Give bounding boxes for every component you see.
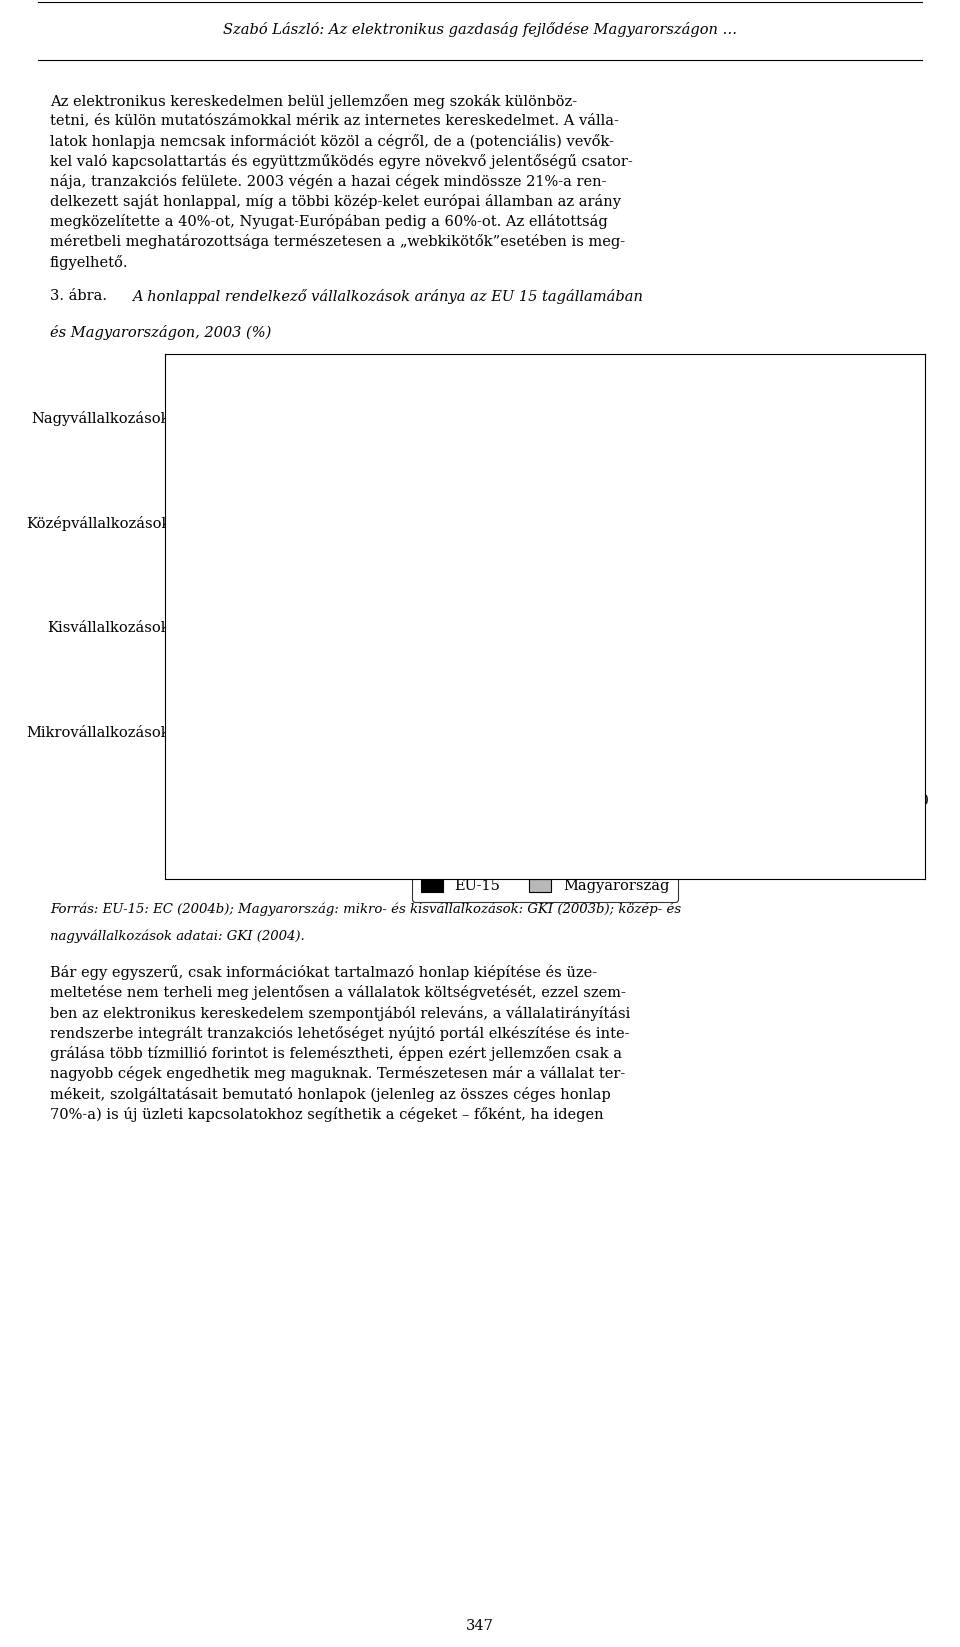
Bar bbox=[175, 733, 308, 769]
Text: ben az elektronikus kereskedelem szempontjából releváns, a vállalatirányítási: ben az elektronikus kereskedelem szempon… bbox=[50, 1006, 631, 1021]
Bar bbox=[175, 418, 759, 455]
Text: nagyvállalkozások adatai: GKI (2004).: nagyvállalkozások adatai: GKI (2004). bbox=[50, 929, 304, 942]
Text: meltetése nem terheli meg jelentősen a vállalatok költségvetését, ezzel szem-: meltetése nem terheli meg jelentősen a v… bbox=[50, 985, 626, 1000]
Bar bbox=[175, 588, 656, 624]
Text: rendszerbe integrált tranzakciós lehetőséget nyújtó portál elkészítése és inte-: rendszerbe integrált tranzakciós lehetős… bbox=[50, 1026, 630, 1041]
Text: figyelhető.: figyelhető. bbox=[50, 255, 129, 270]
Text: nája, tranzakciós felülete. 2003 végén a hazai cégek mindössze 21%-a ren-: nája, tranzakciós felülete. 2003 végén a… bbox=[50, 175, 607, 189]
Bar bbox=[175, 379, 863, 415]
Text: nagyobb cégek engedhetik meg maguknak. Természetesen már a vállalat ter-: nagyobb cégek engedhetik meg maguknak. T… bbox=[50, 1067, 625, 1082]
Text: Az elektronikus kereskedelmen belül jellemzően meg szokák különböz-: Az elektronikus kereskedelmen belül jell… bbox=[50, 94, 577, 109]
Text: kel való kapcsolattartás és együttzműködés egyre növekvő jelentőségű csator-: kel való kapcsolattartás és együttzműköd… bbox=[50, 153, 633, 170]
Text: 3. ábra.: 3. ábra. bbox=[50, 288, 107, 303]
Legend: EU-15, Magyarország: EU-15, Magyarország bbox=[412, 870, 678, 903]
Text: Bár egy egyszerű, csak információkat tartalmazó honlap kiépítése és üze-: Bár egy egyszerű, csak információkat tar… bbox=[50, 965, 597, 980]
Text: grálása több tízmillió forintot is felemésztheti, éppen ezért jellemzően csak a: grálása több tízmillió forintot is felem… bbox=[50, 1046, 622, 1061]
Bar bbox=[175, 483, 759, 520]
X-axis label: %: % bbox=[538, 810, 552, 825]
Bar bbox=[175, 524, 582, 560]
Text: mékeit, szolgáltatásait bemutató honlapok (jelenleg az összes céges honlap: mékeit, szolgáltatásait bemutató honlapo… bbox=[50, 1087, 611, 1102]
Text: 347: 347 bbox=[466, 1619, 494, 1634]
Bar bbox=[175, 693, 397, 730]
Text: méretbeli meghatározottsága természetesen a „webkikötők”esetében is meg-: méretbeli meghatározottsága természetese… bbox=[50, 234, 625, 249]
Text: 70%-a) is új üzleti kapcsolatokhoz segíthetik a cégeket – főként, ha idegen: 70%-a) is új üzleti kapcsolatokhoz segít… bbox=[50, 1107, 604, 1122]
Bar bbox=[175, 628, 434, 665]
Text: Forrás: EU-15: EC (2004b); Magyarország: mikro- és kisvállalkozások: GKI (2003b): Forrás: EU-15: EC (2004b); Magyarország:… bbox=[50, 903, 682, 916]
Text: tetni, és külön mutatószámokkal mérik az internetes kereskedelmet. A válla-: tetni, és külön mutatószámokkal mérik az… bbox=[50, 114, 619, 128]
Text: megközelítette a 40%-ot, Nyugat-Európában pedig a 60%-ot. Az ellátottság: megközelítette a 40%-ot, Nyugat-Európába… bbox=[50, 214, 608, 229]
Text: Szabó László: Az elektronikus gazdaság fejlődése Magyarországon …: Szabó László: Az elektronikus gazdaság f… bbox=[223, 23, 737, 38]
Text: A honlappal rendelkező vállalkozások aránya az EU 15 tagállamában: A honlappal rendelkező vállalkozások ará… bbox=[132, 288, 642, 305]
Text: delkezett saját honlappal, míg a többi közép-kelet európai államban az arány: delkezett saját honlappal, míg a többi k… bbox=[50, 194, 621, 209]
Text: és Magyarországon, 2003 (%): és Magyarországon, 2003 (%) bbox=[50, 324, 272, 339]
Text: latok honlapja nemcsak információt közöl a cégről, de a (potenciális) vevők-: latok honlapja nemcsak információt közöl… bbox=[50, 133, 614, 148]
